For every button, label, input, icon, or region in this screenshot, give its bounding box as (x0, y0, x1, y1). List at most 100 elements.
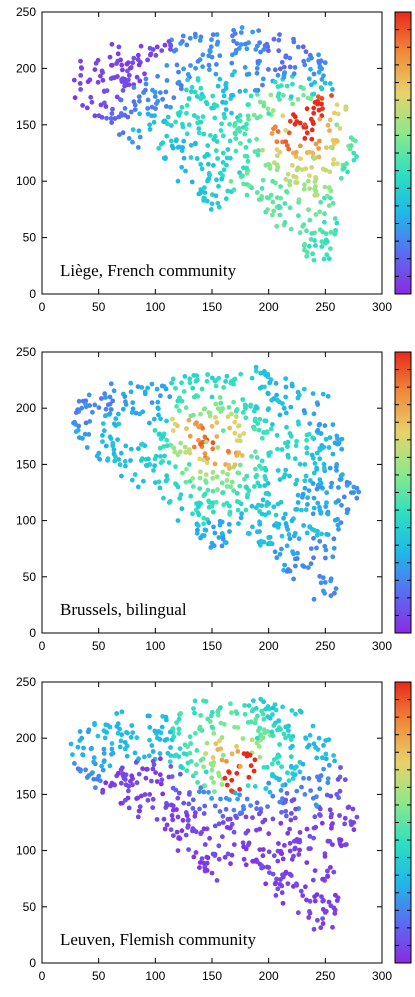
scatter-point (114, 61, 119, 66)
scatter-point (264, 429, 270, 435)
scatter-point (193, 731, 198, 736)
scatter-point (117, 132, 122, 138)
scatter-point (292, 846, 298, 852)
scatter-point (308, 236, 314, 242)
scatter-point (288, 754, 294, 760)
scatter-point (162, 737, 168, 743)
scatter-point (283, 376, 289, 381)
scatter-point (251, 698, 256, 704)
scatter-point (164, 822, 170, 828)
scatter-point (198, 96, 204, 102)
scatter-point (280, 401, 285, 406)
scatter-point (281, 405, 287, 411)
scatter-point (110, 440, 116, 446)
scatter-point (342, 165, 347, 171)
scatter-point (179, 380, 184, 386)
scatter-point (328, 145, 334, 150)
scatter-point (324, 193, 330, 199)
scatter-point (276, 841, 281, 846)
scatter-point (185, 818, 191, 823)
scatter-point (191, 394, 197, 400)
scatter-point (316, 735, 322, 741)
scatter-point (113, 416, 119, 422)
scatter-point (313, 212, 319, 217)
scatter-point (274, 167, 280, 173)
scatter-point (197, 38, 203, 43)
scatter-point (222, 540, 228, 545)
scatter-point (237, 483, 243, 489)
scatter-point (135, 384, 141, 389)
scatter-point (100, 767, 106, 773)
scatter-point (229, 110, 234, 116)
scatter-point (348, 135, 354, 141)
scatter-point (239, 453, 245, 458)
scatter-point (84, 105, 90, 111)
scatter-point (202, 491, 208, 497)
scatter-point (317, 421, 323, 427)
scatter-point (320, 876, 325, 882)
scatter-point (234, 453, 240, 458)
scatter-point (238, 371, 244, 377)
scatter-point (297, 769, 303, 775)
scatter-point (320, 575, 326, 581)
scatter-point (227, 529, 232, 534)
scatter-point (135, 814, 141, 820)
y-tick-label: 150 (16, 787, 36, 801)
scatter-point (270, 816, 276, 822)
scatter-point (81, 745, 86, 751)
scatter-point (180, 817, 186, 823)
scatter-point (118, 97, 124, 103)
scatter-point (199, 728, 205, 733)
colorbar (394, 681, 412, 964)
scatter-point (257, 725, 263, 731)
scatter-point (168, 764, 174, 769)
scatter-point (144, 766, 150, 772)
scatter-point (320, 898, 326, 904)
scatter-point (227, 425, 233, 431)
scatter-point (209, 775, 215, 781)
scatter-point (190, 385, 196, 391)
scatter-point (268, 426, 274, 432)
scatter-point (237, 170, 242, 176)
scatter-point (190, 484, 196, 489)
scatter-point (317, 786, 323, 792)
scatter-point (140, 766, 146, 772)
scatter-point (241, 856, 247, 862)
scatter-point (311, 555, 316, 561)
scatter-point (158, 454, 163, 459)
scatter-point (170, 376, 176, 382)
scatter-point (320, 106, 325, 111)
scatter-point (112, 75, 117, 81)
scatter-point (259, 511, 265, 517)
scatter-point (273, 893, 279, 898)
scatter-point (118, 111, 124, 116)
scatter-point (178, 440, 184, 446)
scatter-point (257, 519, 262, 525)
scatter-point (287, 871, 293, 877)
scatter-point (122, 80, 128, 85)
scatter-point (306, 915, 312, 920)
scatter-point (243, 145, 249, 150)
scatter-point (80, 103, 85, 108)
scatter-point (307, 186, 312, 192)
scatter-point (159, 724, 165, 730)
scatter-point (206, 62, 212, 68)
scatter-point (288, 737, 294, 742)
scatter-point (314, 545, 319, 551)
x-tick-label: 0 (39, 969, 46, 983)
scatter-point (215, 200, 221, 206)
scatter-point (207, 49, 213, 54)
scatter-point (171, 95, 177, 101)
scatter-point (301, 186, 307, 192)
scatter-point (135, 52, 141, 58)
scatter-point (196, 424, 202, 430)
x-tick-label: 250 (315, 969, 335, 983)
scatter-point (197, 865, 202, 870)
scatter-point (297, 230, 303, 236)
scatter-point (286, 532, 292, 537)
scatter-point (100, 77, 106, 83)
scatter-point (252, 757, 258, 763)
scatter-point (128, 380, 134, 386)
scatter-point (234, 770, 240, 776)
